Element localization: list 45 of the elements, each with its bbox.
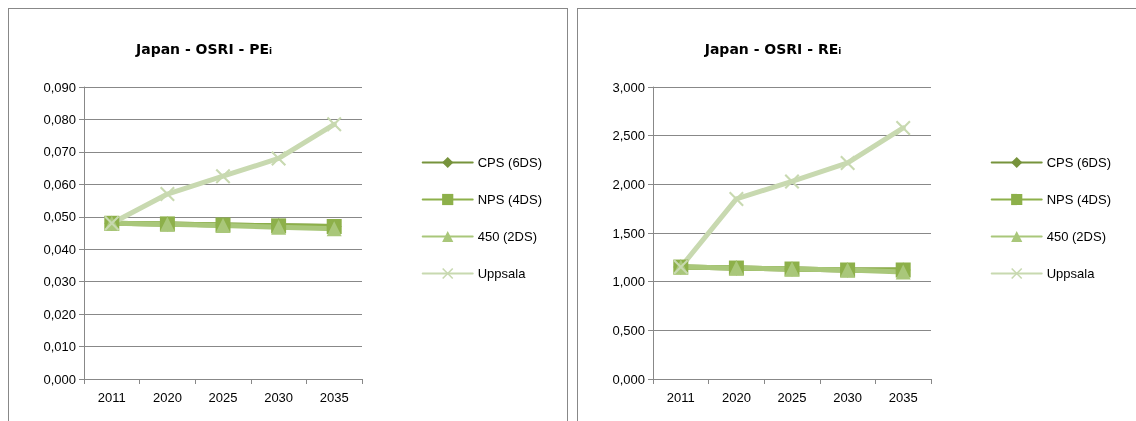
legend-label: NPS (4DS) [1046, 192, 1112, 207]
legend-label: Uppsala [477, 266, 527, 281]
legend-label: Uppsala [1046, 266, 1096, 281]
x-tick-label: 2025 [777, 390, 807, 405]
x-tick-label: 2030 [833, 390, 863, 405]
y-tick-label: 1,500 [612, 225, 645, 241]
point [271, 150, 287, 166]
chart-title: Japan - OSRI - PEᵢ [134, 41, 273, 57]
x-tick-label: 2020 [721, 390, 751, 405]
y-tick-label: 2,500 [612, 128, 645, 144]
x-tick-label: 2020 [152, 390, 182, 405]
y-tick-label: 0,500 [612, 322, 645, 338]
point [215, 168, 231, 184]
point [895, 120, 911, 136]
y-tick-label: 3,000 [612, 79, 645, 95]
point [840, 155, 856, 171]
x-tick-label: 2035 [319, 390, 349, 405]
x-tick-label: 2011 [666, 390, 695, 405]
x-tick-label: 2035 [888, 390, 918, 405]
y-tick-label: 0,090 [43, 79, 76, 95]
x-tick-label: 2030 [264, 390, 294, 405]
legend-label: CPS (6DS) [477, 155, 543, 170]
legend-label: 450 (2DS) [477, 229, 537, 244]
y-tick-label: 0,020 [43, 306, 76, 322]
y-tick-label: 0,010 [43, 339, 76, 355]
point [728, 191, 744, 207]
y-tick-label: 0,070 [43, 144, 76, 160]
legend-label: 450 (2DS) [1046, 229, 1106, 244]
y-tick-label: 0,040 [43, 241, 76, 257]
legend-label: NPS (4DS) [477, 192, 543, 207]
point [159, 186, 175, 202]
point [326, 116, 342, 132]
x-tick-label: 2025 [208, 390, 238, 405]
y-tick-label: 0,080 [43, 111, 76, 127]
y-tick-label: 0,000 [43, 371, 76, 387]
point [784, 173, 800, 189]
y-tick-label: 2,000 [612, 176, 645, 192]
y-tick-label: 0,050 [43, 209, 76, 225]
y-tick-label: 0,030 [43, 274, 76, 290]
legend-label: CPS (6DS) [1046, 155, 1112, 170]
y-tick-label: 0,000 [612, 371, 645, 387]
x-tick-label: 2011 [97, 390, 126, 405]
y-tick-label: 0,060 [43, 176, 76, 192]
y-tick-label: 1,000 [612, 274, 645, 290]
chart-title: Japan - OSRI - REᵢ [703, 41, 842, 57]
